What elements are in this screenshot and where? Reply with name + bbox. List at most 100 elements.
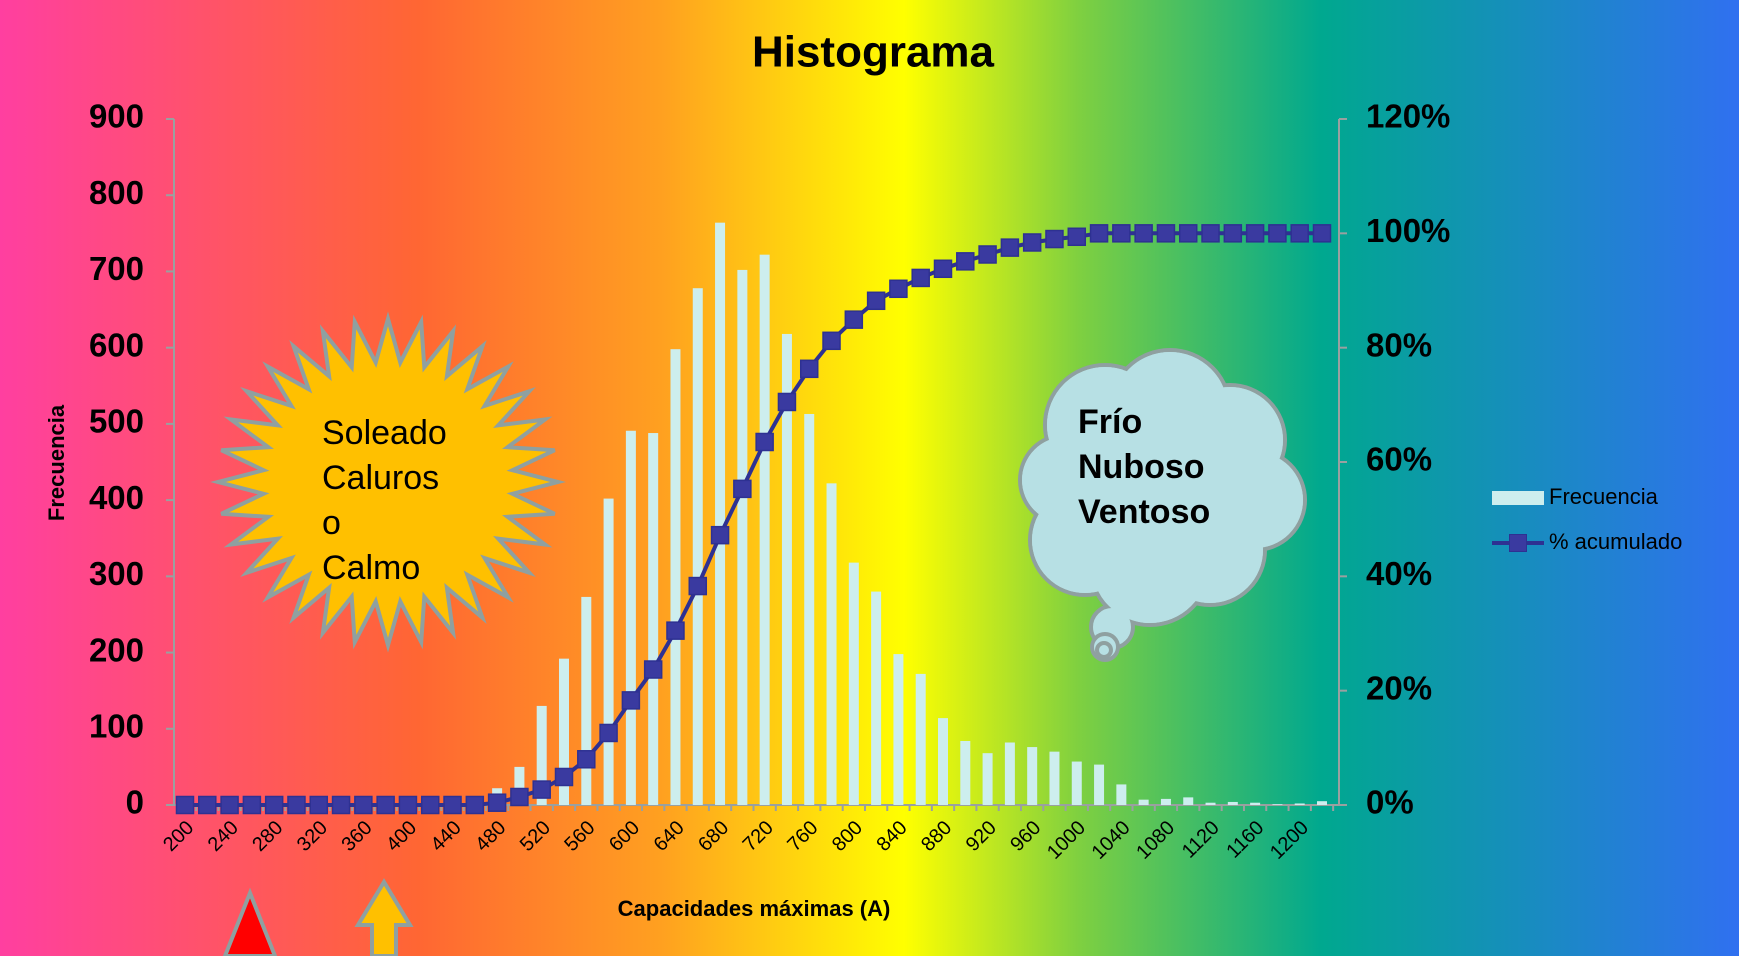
line-marker [801,360,818,377]
line-marker [578,751,595,768]
y2-tick-label: 100% [1366,212,1450,249]
bar [1049,752,1059,805]
line-marker [466,797,483,814]
line-marker [243,797,260,814]
y-tick-label: 900 [89,98,144,135]
line-marker [1314,225,1331,242]
chart-title: Histograma [752,28,995,77]
line-marker [1024,234,1041,251]
bar [581,597,591,805]
line-marker [310,797,327,814]
line-marker [533,781,550,798]
line-marker [511,788,528,805]
y2-tick-label: 60% [1366,441,1432,478]
line-marker [645,661,662,678]
y-tick-label: 600 [89,326,144,363]
bar [916,674,926,805]
bar [1272,804,1282,805]
line-marker [422,797,439,814]
bar [737,270,747,805]
y2-tick-label: 80% [1366,326,1432,363]
line-marker [1202,225,1219,242]
y2-tick-label: 20% [1366,669,1432,706]
line-marker [845,311,862,328]
bar [1094,765,1104,805]
line-marker [935,260,952,277]
bar [1139,800,1149,805]
legend-swatch [1492,491,1544,505]
sun-text: Soleado [322,414,447,452]
y-tick-label: 200 [89,631,144,668]
y-tick-label: 700 [89,250,144,287]
bar [670,349,680,805]
line-marker [556,768,573,785]
bar [626,431,636,805]
line-marker [1046,231,1063,248]
bar [893,654,903,805]
y-axis-label: Frecuencia [44,404,69,521]
bar [827,483,837,805]
x-axis-label: Capacidades máximas (A) [618,896,891,921]
bar [871,592,881,805]
line-marker [444,797,461,814]
bar [1027,747,1037,805]
line-marker [667,622,684,639]
cloud-text: Frío [1078,403,1142,441]
bar [983,753,993,805]
line-marker [868,292,885,309]
bar [1206,803,1216,805]
line-marker [1247,225,1264,242]
sun-text: Calmo [322,549,420,587]
line-marker [622,692,639,709]
line-marker [890,280,907,297]
line-marker [1180,225,1197,242]
line-marker [489,794,506,811]
y-tick-label: 800 [89,174,144,211]
line-marker [221,797,238,814]
line-marker [600,724,617,741]
bar [715,223,725,805]
y-tick-label: 500 [89,403,144,440]
legend-label: % acumulado [1549,529,1682,554]
y-tick-label: 400 [89,479,144,516]
line-marker [399,797,416,814]
line-marker [1157,225,1174,242]
bar [1183,797,1193,805]
sun-text: o [322,504,341,542]
line-marker [288,797,305,814]
line-marker [199,797,216,814]
bar [1250,803,1260,805]
line-marker [266,797,283,814]
line-marker [1091,225,1108,242]
legend-marker [1510,535,1527,552]
y2-tick-label: 120% [1366,98,1450,135]
bar [960,741,970,805]
bar [1116,784,1126,805]
bar [1005,742,1015,805]
line-marker [912,269,929,286]
bar [760,255,770,805]
line-marker [333,797,350,814]
bar [1317,801,1327,805]
bar [1161,799,1171,805]
line-marker [823,332,840,349]
line-marker [756,433,773,450]
line-marker [1001,239,1018,256]
y2-tick-label: 0% [1366,784,1414,821]
bar [1228,802,1238,805]
cloud-text: Nuboso [1078,448,1205,486]
bar [1295,803,1305,805]
sun-text: Caluros [322,459,439,497]
line-marker [689,578,706,595]
line-marker [1113,225,1130,242]
line-marker [1269,225,1286,242]
cloud-text: Ventoso [1078,493,1210,531]
y-tick-label: 300 [89,555,144,592]
line-marker [1291,225,1308,242]
line-marker [957,253,974,270]
line-marker [377,797,394,814]
y2-tick-label: 40% [1366,555,1432,592]
line-marker [712,527,729,544]
bar [648,433,658,805]
legend-label: Frecuencia [1549,484,1659,509]
